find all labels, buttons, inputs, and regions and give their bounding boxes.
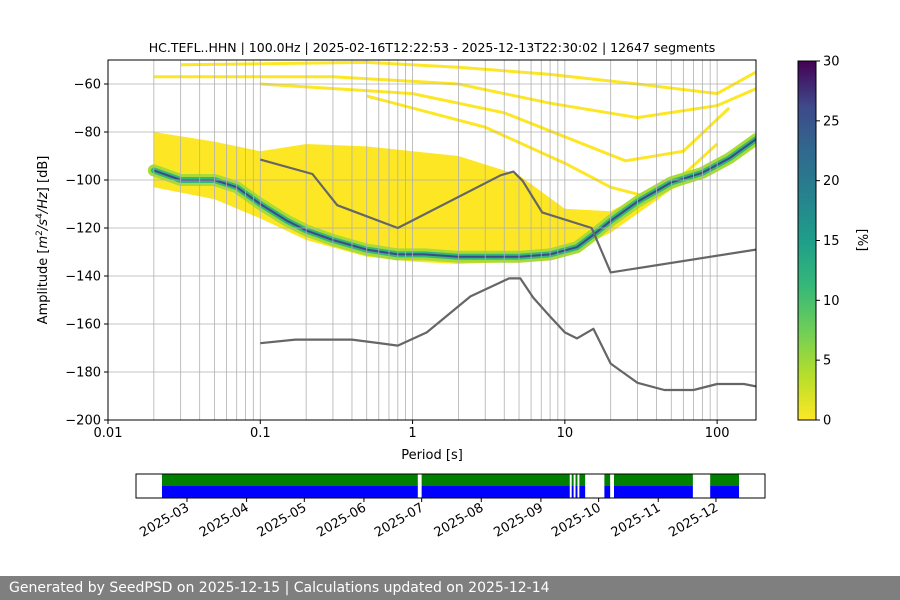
timeline-frame [135, 473, 766, 499]
colorbar-gradient [797, 60, 817, 421]
colorbar-tick-label: 15 [823, 234, 840, 249]
timeline-tick-label: 2025-09 [491, 500, 546, 540]
chart-title: HC.TEFL..HHN | 100.0Hz | 2025-02-16T12:2… [149, 40, 715, 55]
x-tick-label: 0.1 [250, 426, 271, 441]
timeline-segment-top [604, 474, 611, 486]
noise-model-lines [259, 158, 756, 392]
timeline-segment-top [571, 474, 574, 486]
timeline-segment-top [614, 474, 693, 486]
timeline-tick-label: 2025-03 [137, 500, 192, 540]
timeline-segment-bottom [604, 486, 611, 498]
y-label-exp-4: 4 [35, 213, 45, 219]
timeline-tick-label: 2025-10 [549, 500, 604, 540]
colorbar-tick-label: 10 [823, 294, 840, 309]
y-label-suffix: ] [dB] [36, 156, 51, 193]
footer-text: Generated by SeedPSD on 2025-12-15 | Cal… [9, 580, 550, 596]
colorbar-tick-label: 25 [823, 114, 840, 129]
timeline-segment-top [421, 474, 570, 486]
timeline-axis: 2025-03 2025-04 2025-05 2025-06 2025-07 2025-… [137, 498, 721, 541]
x-tick-label: 1 [408, 426, 416, 441]
colorbar-ticks: 0 5 10 15 20 25 30 [816, 55, 840, 429]
timeline-segment-top [710, 474, 740, 486]
y-tick-label: −200 [65, 414, 101, 429]
colorbar-tick-label: 20 [823, 174, 840, 189]
y-label-unit-s: s [36, 219, 51, 226]
timeline-segment-bottom [421, 486, 570, 498]
y-tick-label: −80 [74, 126, 101, 141]
y-axis-label: Amplitude [m2/s4/Hz] [dB] [35, 156, 51, 325]
x-tick-label: 100 [705, 426, 730, 441]
timeline-tick-label: 2025-04 [197, 500, 252, 540]
x-tick-label: 0.01 [94, 426, 123, 441]
colorbar: 0 5 10 15 20 25 30 [%] [797, 55, 869, 429]
y-axis: −60 −80 −100 −120 −140 −160 −180 −200 [65, 78, 108, 429]
y-tick-label: −60 [74, 78, 101, 93]
y-tick-label: −120 [65, 222, 101, 237]
timeline-tick-label: 2025-11 [609, 500, 664, 540]
colorbar-tick-label: 5 [823, 354, 831, 369]
timeline-tick-label: 2025-07 [372, 500, 427, 540]
x-tick-label: 10 [557, 426, 574, 441]
timeline-segment-top [579, 474, 586, 486]
colorbar-tick-label: 30 [823, 55, 840, 70]
y-label-exp-2: 2 [35, 230, 45, 236]
colorbar-label: [%] [854, 229, 869, 252]
timeline-segment-top [161, 474, 418, 486]
y-label-slash: / [36, 224, 51, 231]
y-tick-label: −160 [65, 318, 101, 333]
timeline-bars [161, 474, 740, 498]
timeline-tick-label: 2025-06 [314, 500, 369, 540]
x-axis-label: Period [s] [401, 448, 463, 463]
y-tick-label: −180 [65, 366, 101, 381]
timeline-segment-bottom [161, 486, 418, 498]
timeline-segment-top [575, 474, 578, 486]
y-tick-label: −140 [65, 270, 101, 285]
timeline-segment-bottom [579, 486, 586, 498]
footer-bar: Generated by SeedPSD on 2025-12-15 | Cal… [0, 576, 900, 600]
timeline-segment-bottom [575, 486, 578, 498]
timeline-segment-bottom [614, 486, 693, 498]
timeline-tick-label: 2025-05 [255, 500, 310, 540]
ppsd-chart: HC.TEFL..HHN | 100.0Hz | 2025-02-16T12:2… [35, 40, 757, 463]
timeline-tick-label: 2025-12 [666, 500, 721, 540]
plot-frame [107, 59, 757, 421]
y-label-unit-m: m [36, 236, 51, 249]
low-noise-model-line [260, 277, 756, 392]
x-axis: 0.01 0.1 1 10 100 [94, 420, 730, 441]
colorbar-tick-label: 0 [823, 414, 831, 429]
timeline-tick-label: 2025-08 [432, 500, 487, 540]
y-label-prefix: Amplitude [ [36, 249, 51, 325]
y-tick-label: −100 [65, 174, 101, 189]
y-label-unit-hz: /Hz [36, 191, 51, 214]
grid [108, 60, 756, 420]
timeline-segment-bottom [571, 486, 574, 498]
high-noise-model-line [259, 158, 756, 274]
timeline-segment-bottom [710, 486, 740, 498]
availability-timeline: 2025-03 2025-04 2025-05 2025-06 2025-07 2025-… [135, 473, 766, 541]
